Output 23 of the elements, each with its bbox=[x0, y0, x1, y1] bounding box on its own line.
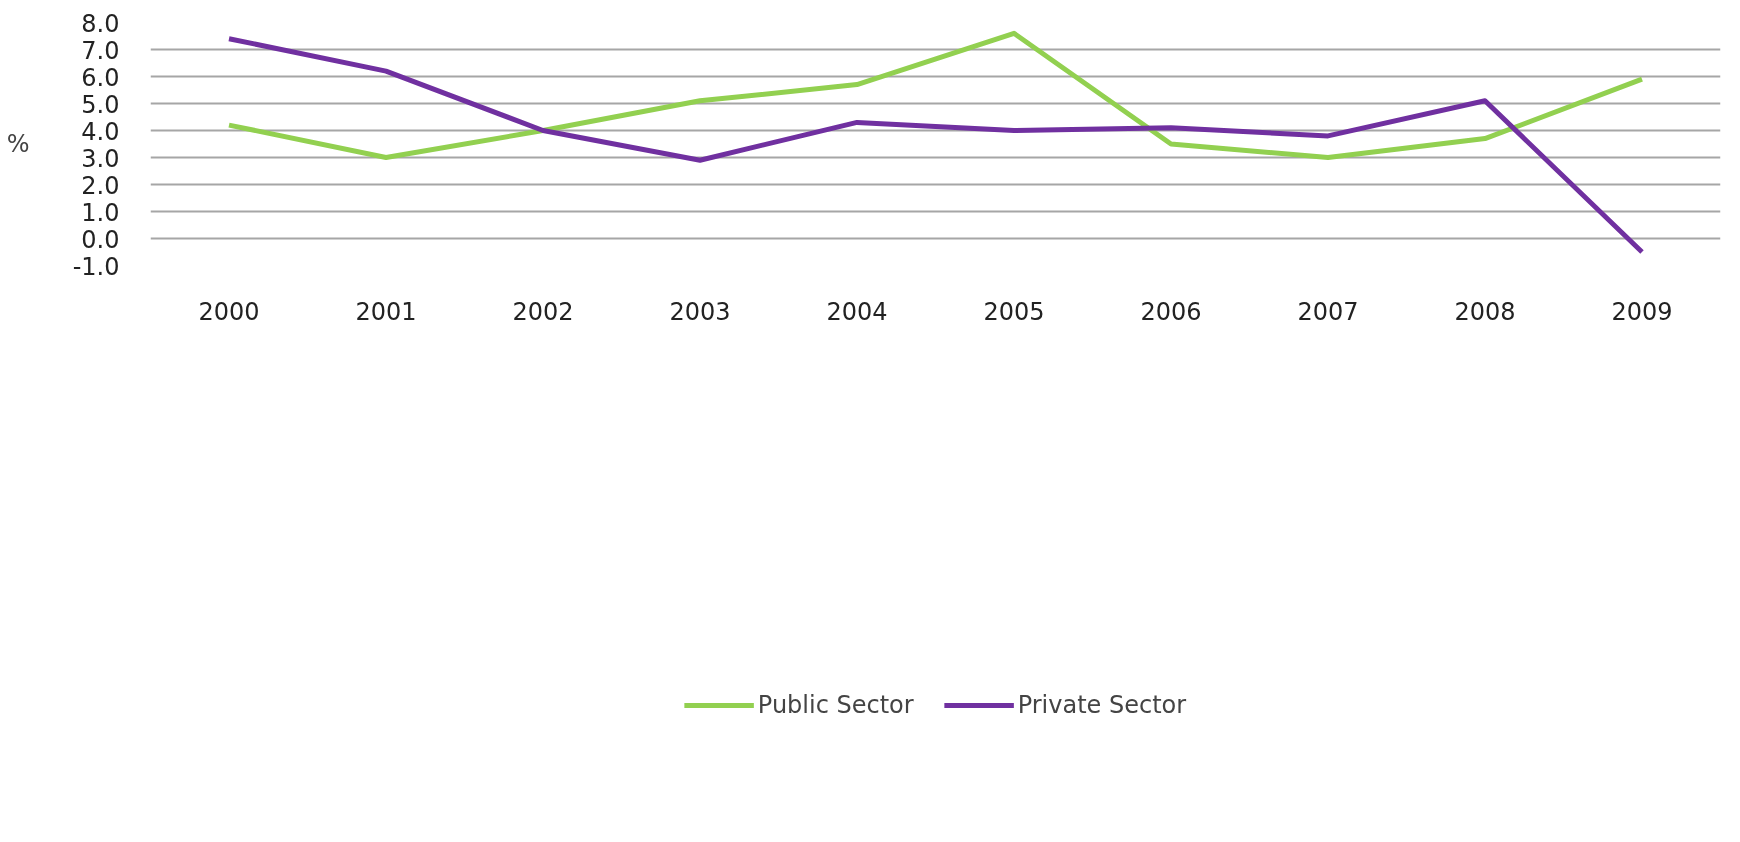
x-tick-label: 2008 bbox=[1454, 297, 1516, 326]
y-tick-label: 0.0 bbox=[81, 225, 120, 254]
y-tick-label: -1.0 bbox=[72, 252, 120, 281]
legend-label: Private Sector bbox=[1017, 691, 1187, 719]
y-tick-label: 4.0 bbox=[81, 117, 120, 146]
x-tick-label: 2001 bbox=[355, 297, 417, 326]
y-tick-label: 1.0 bbox=[81, 198, 120, 227]
legend-label: Public Sector bbox=[757, 691, 914, 719]
y-tick-label: 6.0 bbox=[81, 63, 120, 92]
y-tick-label: 2.0 bbox=[81, 171, 120, 200]
x-tick-label: 2007 bbox=[1297, 297, 1359, 326]
x-tick-label: 2006 bbox=[1140, 297, 1202, 326]
x-tick-label: 2002 bbox=[512, 297, 574, 326]
x-tick-label: 2004 bbox=[826, 297, 888, 326]
y-tick-label: 8.0 bbox=[81, 9, 120, 38]
y-tick-label: 5.0 bbox=[81, 90, 120, 119]
y-tick-label: 3.0 bbox=[81, 144, 120, 173]
y-tick-label: 7.0 bbox=[81, 36, 120, 65]
x-tick-label: 2003 bbox=[669, 297, 731, 326]
y-axis-title: % bbox=[6, 130, 30, 158]
x-tick-label: 2009 bbox=[1611, 297, 1673, 326]
x-tick-label: 2005 bbox=[983, 297, 1045, 326]
x-tick-label: 2000 bbox=[198, 297, 260, 326]
